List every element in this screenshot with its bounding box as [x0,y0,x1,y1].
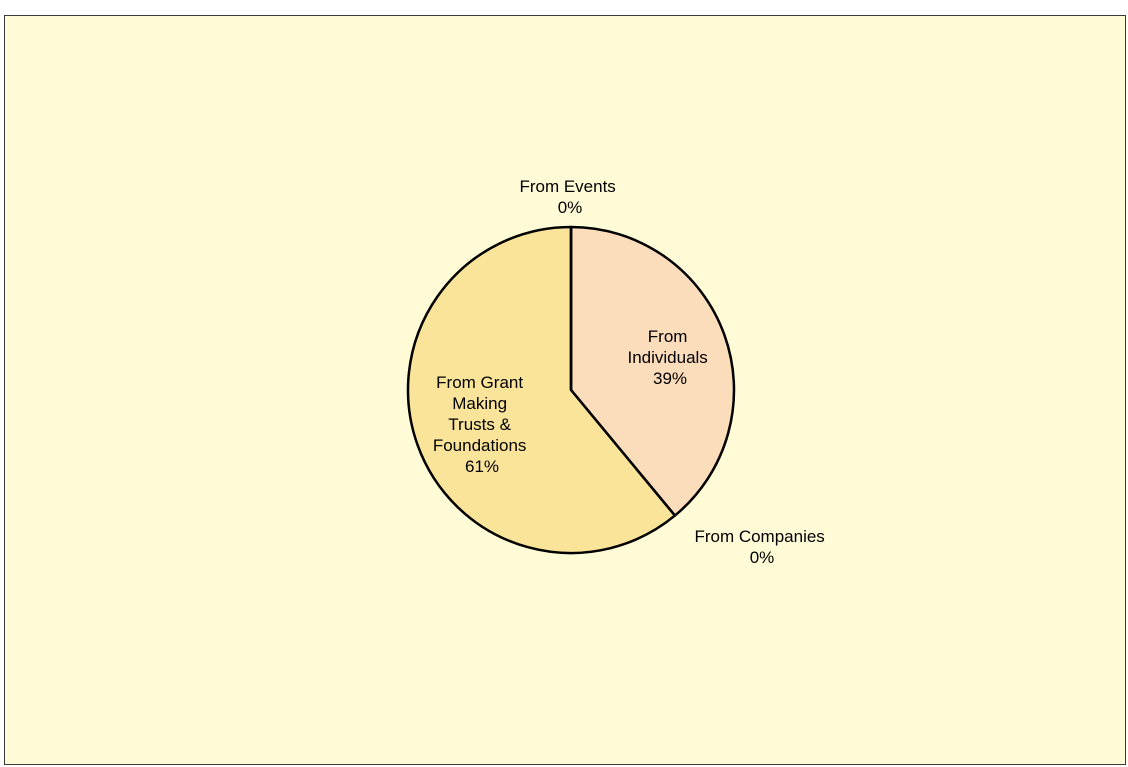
slice-label-companies: From Companies 0% [694,527,829,567]
grant-label-line1: From Grant [436,373,523,392]
grant-label-line4: Foundations [433,436,527,455]
individuals-label-line2: Individuals [627,348,707,367]
grant-label-value: 61% [465,457,499,476]
individuals-label-value: 39% [653,369,687,388]
grant-label-line2: Making [452,394,507,413]
slice-label-events: From Events 0% [519,177,620,217]
slice-from-individuals [569,225,736,517]
slice-from-grant-making-trusts-foundations [406,225,677,555]
companies-label-value: 0% [750,548,775,567]
slice-label-individuals: From Individuals 39% [627,327,712,388]
pie-slices [406,225,736,555]
slice-label-grant-trusts: From Grant Making Trusts & Foundations 6… [433,373,531,476]
pie-labels: From Events 0% From Individuals 39% From… [433,177,829,567]
events-label-value: 0% [558,198,583,217]
events-label-name: From Events [519,177,615,196]
companies-label-name: From Companies [694,527,824,546]
individuals-label-line1: From [648,327,688,346]
grant-label-line3: Trusts & [448,415,511,434]
